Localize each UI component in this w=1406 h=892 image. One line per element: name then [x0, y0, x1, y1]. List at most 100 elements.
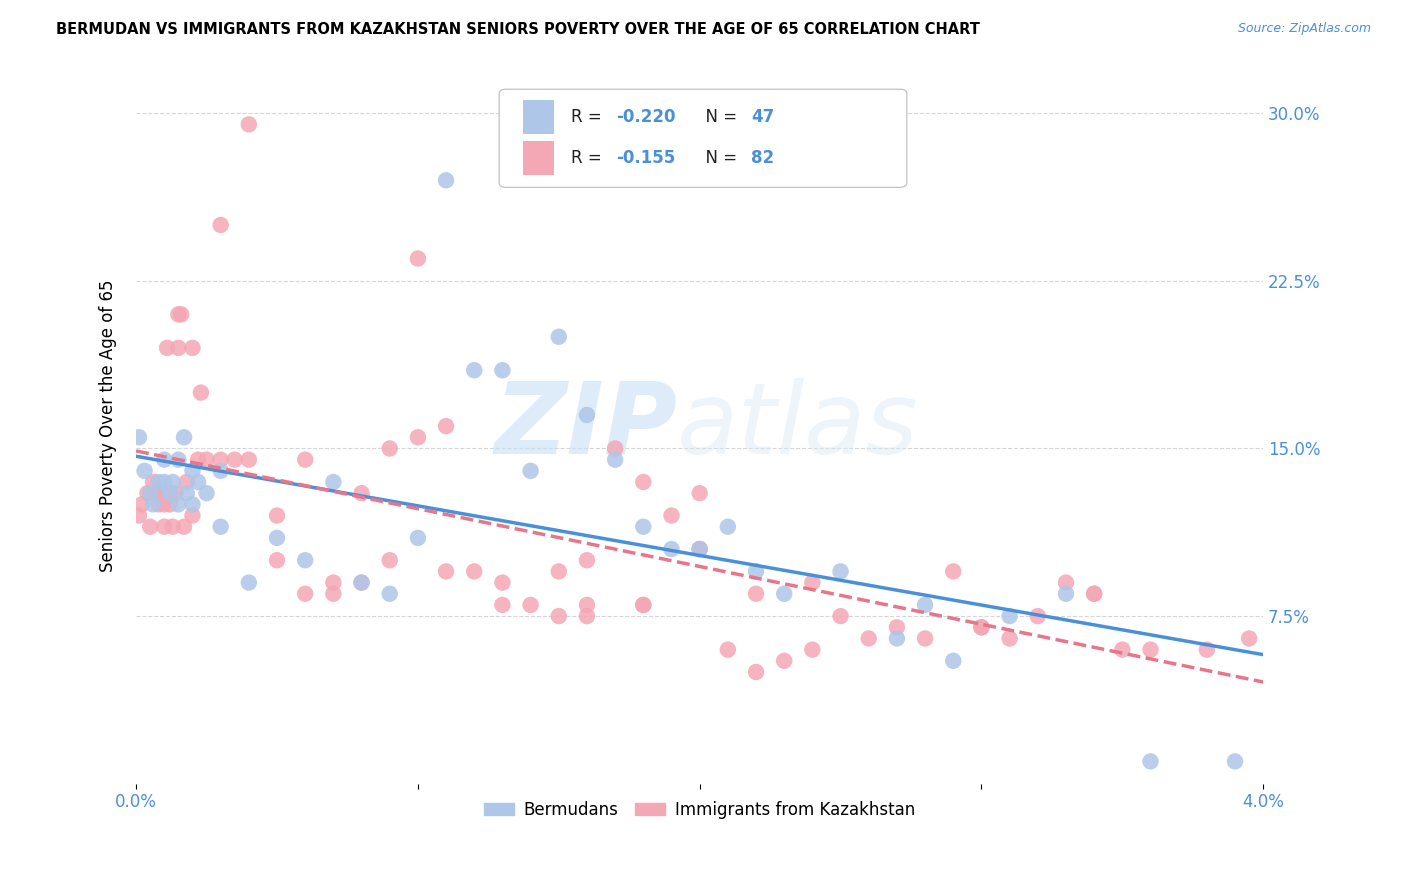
Point: [136, 486, 159, 500]
Point: [575, 598, 598, 612]
Point: [156, 341, 179, 355]
Point: [187, 475, 209, 489]
Point: [970, 620, 993, 634]
Point: [605, 442, 627, 456]
Point: [491, 363, 513, 377]
Point: [463, 363, 485, 377]
Point: [322, 575, 344, 590]
Point: [1111, 642, 1133, 657]
Point: [801, 642, 824, 657]
Point: [773, 587, 796, 601]
Point: [519, 464, 541, 478]
Point: [406, 252, 429, 266]
Point: [575, 609, 598, 624]
Text: 82: 82: [751, 149, 773, 167]
Point: [491, 575, 513, 590]
Point: [181, 464, 204, 478]
Point: [195, 486, 218, 500]
Point: [350, 575, 373, 590]
Point: [148, 497, 170, 511]
Point: [142, 497, 165, 511]
Point: [378, 553, 401, 567]
Point: [165, 486, 187, 500]
Point: [547, 565, 569, 579]
Point: [322, 587, 344, 601]
Point: [998, 632, 1021, 646]
Point: [148, 475, 170, 489]
Point: [378, 587, 401, 601]
Point: [159, 486, 181, 500]
Point: [128, 430, 150, 444]
Point: [998, 609, 1021, 624]
Point: [434, 565, 457, 579]
Point: [176, 486, 198, 500]
Point: [633, 598, 655, 612]
Point: [434, 173, 457, 187]
Point: [173, 430, 195, 444]
Point: [190, 385, 212, 400]
Point: [167, 452, 190, 467]
Point: [970, 620, 993, 634]
Point: [1054, 587, 1077, 601]
Point: [167, 341, 190, 355]
Point: [547, 609, 569, 624]
Point: [661, 542, 683, 557]
Point: [266, 508, 288, 523]
Point: [1139, 642, 1161, 657]
Point: [131, 497, 153, 511]
Point: [886, 620, 908, 634]
Point: [547, 329, 569, 343]
Point: [1083, 587, 1105, 601]
Point: [145, 486, 167, 500]
Point: [153, 475, 176, 489]
Text: atlas: atlas: [678, 377, 918, 475]
Point: [689, 542, 711, 557]
Point: [942, 654, 965, 668]
Point: [209, 218, 232, 232]
Point: [170, 307, 193, 321]
Point: [224, 452, 246, 467]
Point: [167, 307, 190, 321]
Point: [195, 452, 218, 467]
Point: [745, 565, 768, 579]
Point: [463, 565, 485, 579]
Point: [142, 475, 165, 489]
Point: [689, 542, 711, 557]
Point: [605, 452, 627, 467]
Text: BERMUDAN VS IMMIGRANTS FROM KAZAKHSTAN SENIORS POVERTY OVER THE AGE OF 65 CORREL: BERMUDAN VS IMMIGRANTS FROM KAZAKHSTAN S…: [56, 22, 980, 37]
Point: [238, 117, 260, 131]
Text: Source: ZipAtlas.com: Source: ZipAtlas.com: [1237, 22, 1371, 36]
Point: [434, 419, 457, 434]
Text: R =: R =: [571, 149, 607, 167]
Point: [209, 452, 232, 467]
Point: [209, 519, 232, 533]
Point: [378, 442, 401, 456]
Point: [266, 531, 288, 545]
Point: [1223, 755, 1246, 769]
Point: [1026, 609, 1049, 624]
Text: N =: N =: [695, 149, 742, 167]
Y-axis label: Seniors Poverty Over the Age of 65: Seniors Poverty Over the Age of 65: [100, 280, 117, 573]
Legend: Bermudans, Immigrants from Kazakhstan: Bermudans, Immigrants from Kazakhstan: [477, 794, 922, 825]
Point: [1083, 587, 1105, 601]
Point: [294, 587, 316, 601]
Point: [350, 575, 373, 590]
Point: [886, 632, 908, 646]
Point: [858, 632, 880, 646]
Point: [294, 452, 316, 467]
Point: [128, 508, 150, 523]
Point: [519, 598, 541, 612]
Point: [773, 654, 796, 668]
Point: [181, 497, 204, 511]
Point: [134, 464, 156, 478]
Point: [575, 408, 598, 422]
Point: [266, 553, 288, 567]
Point: [1139, 755, 1161, 769]
Point: [162, 475, 184, 489]
Point: [717, 519, 740, 533]
Point: [162, 519, 184, 533]
Text: R =: R =: [571, 108, 607, 126]
Point: [187, 452, 209, 467]
Point: [406, 430, 429, 444]
Point: [689, 486, 711, 500]
